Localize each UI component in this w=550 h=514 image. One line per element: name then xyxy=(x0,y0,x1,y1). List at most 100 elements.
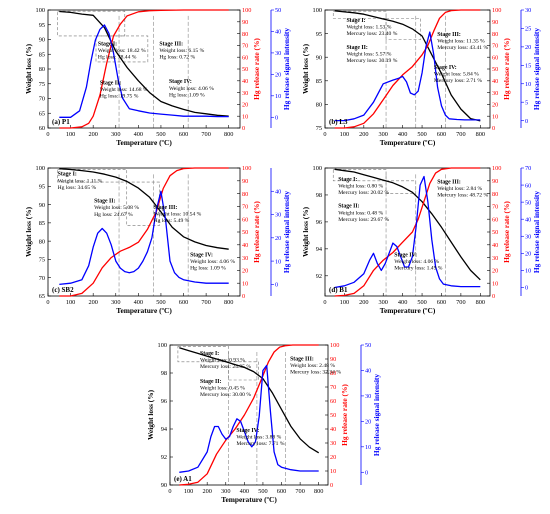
y-tick-label-right: 90 xyxy=(242,178,248,185)
y-tick-label-signal: 0 xyxy=(275,282,278,289)
y-tick-label-signal: 30 xyxy=(275,212,281,219)
y-tick-label-left: 60 xyxy=(39,125,45,132)
y-tick-label-signal: 10 xyxy=(525,81,531,88)
stage-annotation-s1: Stage I:Weight loss: 1.53 %Mercury loss:… xyxy=(346,18,397,37)
stage-value: Mercury loss: 1.49 % xyxy=(394,266,443,272)
y-tick-label-signal: 40 xyxy=(525,216,531,223)
y-tick-label-signal: 60 xyxy=(525,182,531,189)
stage-title: Stage II: xyxy=(200,379,221,385)
stage-value: Hg loss: 24.67 % xyxy=(94,212,133,218)
y-tick-label-signal: 20 xyxy=(365,419,371,426)
y-tick-label-signal: 70 xyxy=(525,165,531,172)
y-tick-label-right: 100 xyxy=(492,7,501,14)
y-tick-label-right: 40 xyxy=(492,78,498,85)
stage-value: Hg loss: 0.72 % xyxy=(159,55,195,61)
y-tick-label-right: 90 xyxy=(492,178,498,185)
stage-annotation-s3: Stage III:Weight loss: 6.15 %Hg loss: 0.… xyxy=(159,41,204,60)
y-tick-label-right: 0 xyxy=(492,125,495,132)
x-tick-label: 400 xyxy=(134,299,143,306)
x-tick-label: 700 xyxy=(295,488,304,495)
y-tick-label-signal: 20 xyxy=(275,235,281,242)
series-line-weight-loss xyxy=(334,10,481,122)
stage-title: Stage I: xyxy=(346,18,365,24)
stage-value: Weight loss: 4.06 % xyxy=(394,259,439,265)
y-tick-label-left: 98 xyxy=(161,370,167,377)
y-axis-title-left: Weight loss (%) xyxy=(146,389,155,440)
panel-label: (a) P1 xyxy=(52,118,70,126)
stage-title: Stage III: xyxy=(154,205,178,211)
y-tick-label-left: 85 xyxy=(316,78,322,85)
y-tick-label-left: 85 xyxy=(39,220,45,227)
y-tick-label-right: 0 xyxy=(330,482,333,489)
series-line-hg-release-signal-intensity xyxy=(59,24,229,118)
series-line-weight-loss xyxy=(334,168,481,281)
stage-annotation-s3: Stage III:Weight loss: 11.35 %Mercury lo… xyxy=(437,32,488,51)
y-tick-label-left: 95 xyxy=(316,31,322,38)
stage-value: Weight loss: 4.06 % xyxy=(169,86,214,92)
y-tick-label-right: 20 xyxy=(492,102,498,109)
x-tick-label: 0 xyxy=(323,131,326,138)
y-tick-label-right: 70 xyxy=(242,204,248,211)
y-tick-label-left: 65 xyxy=(39,110,45,117)
y-tick-label-left: 75 xyxy=(316,125,322,132)
stage-value: Mercury loss: 23.40 % xyxy=(346,31,397,37)
x-tick-label: 800 xyxy=(476,299,485,306)
x-tick-label: 600 xyxy=(179,299,188,306)
y-tick-label-right: 90 xyxy=(242,19,248,26)
stage-value: Mercury loss: 7.71 % xyxy=(236,441,285,447)
series-line-hg-release-signal-intensity xyxy=(179,364,319,473)
y-tick-label-left: 100 xyxy=(313,165,322,172)
x-tick-label: 400 xyxy=(398,299,407,306)
stage-value: Hg loss: 34.65 % xyxy=(58,185,97,191)
y-tick-label-left: 100 xyxy=(36,165,45,172)
chart-panel-1: 0 100 200 300 400 500 600 700 800606570758085909… xyxy=(24,7,291,147)
y-tick-label-right: 50 xyxy=(492,66,498,73)
y-tick-label-right: 0 xyxy=(492,293,495,300)
stage-value: Mercury loss: 37.34 % xyxy=(290,370,341,376)
y-tick-label-left: 95 xyxy=(39,183,45,190)
series-line-weight-loss xyxy=(59,10,229,117)
series-line-hg-release-signal-intensity xyxy=(334,31,481,122)
x-tick-label: 300 xyxy=(111,131,120,138)
stage-value: Mercury loss: 30.19 % xyxy=(346,58,397,64)
stage-annotation-s2: Stage II:Weight loss: 5.57 %Mercury loss… xyxy=(346,45,397,64)
x-tick-label: 200 xyxy=(202,488,211,495)
y-tick-label-right: 50 xyxy=(242,229,248,236)
y-tick-label-left: 96 xyxy=(161,398,167,405)
y-tick-label-left: 70 xyxy=(39,96,45,103)
x-tick-label: 300 xyxy=(111,299,120,306)
y-tick-label-right: 40 xyxy=(242,242,248,249)
stage-value: Weight loss: 5.84 % xyxy=(434,72,479,78)
series-line-weight-loss xyxy=(59,168,229,250)
y-tick-label-right: 70 xyxy=(330,384,336,391)
y-tick-label-right: 60 xyxy=(492,216,498,223)
y-tick-label-signal: 40 xyxy=(275,188,281,195)
stage-title: Stage IV: xyxy=(394,252,417,258)
y-tick-label-left: 70 xyxy=(39,275,45,282)
y-tick-label-left: 90 xyxy=(39,37,45,44)
stage-box xyxy=(177,346,229,363)
y-tick-label-left: 75 xyxy=(39,257,45,264)
x-tick-label: 100 xyxy=(184,488,193,495)
y-axis-title-left: Weight loss (%) xyxy=(24,43,33,94)
series-line-hg-release-rate xyxy=(334,9,481,129)
x-tick-label: 500 xyxy=(417,131,426,138)
x-tick-label: 200 xyxy=(359,299,368,306)
stage-value: Weight loss: 5.57 % xyxy=(346,52,391,58)
stage-title: Stage IV: xyxy=(190,252,213,258)
y-tick-label-signal: 30 xyxy=(365,393,371,400)
y-tick-label-signal: 0 xyxy=(365,469,368,476)
x-tick-label: 300 xyxy=(379,299,388,306)
x-tick-label: 800 xyxy=(224,299,233,306)
y-tick-label-right: 20 xyxy=(330,454,336,461)
stage-value: Mercury loss: 48.72 % xyxy=(437,193,488,199)
stage-value: Weight loss: 1.53 % xyxy=(346,24,391,30)
y-tick-label-right: 50 xyxy=(492,229,498,236)
x-tick-label: 0 xyxy=(323,299,326,306)
stage-title: Stage I: xyxy=(200,351,219,357)
y-tick-label-left: 94 xyxy=(161,426,168,433)
x-tick-label: 700 xyxy=(456,131,465,138)
x-tick-label: 600 xyxy=(437,131,446,138)
stage-value: Hg loss: 19.75 % xyxy=(100,94,139,100)
chart-panel-5: 0 100 200 300 400 500 600 700 800909294969810001… xyxy=(146,342,381,504)
